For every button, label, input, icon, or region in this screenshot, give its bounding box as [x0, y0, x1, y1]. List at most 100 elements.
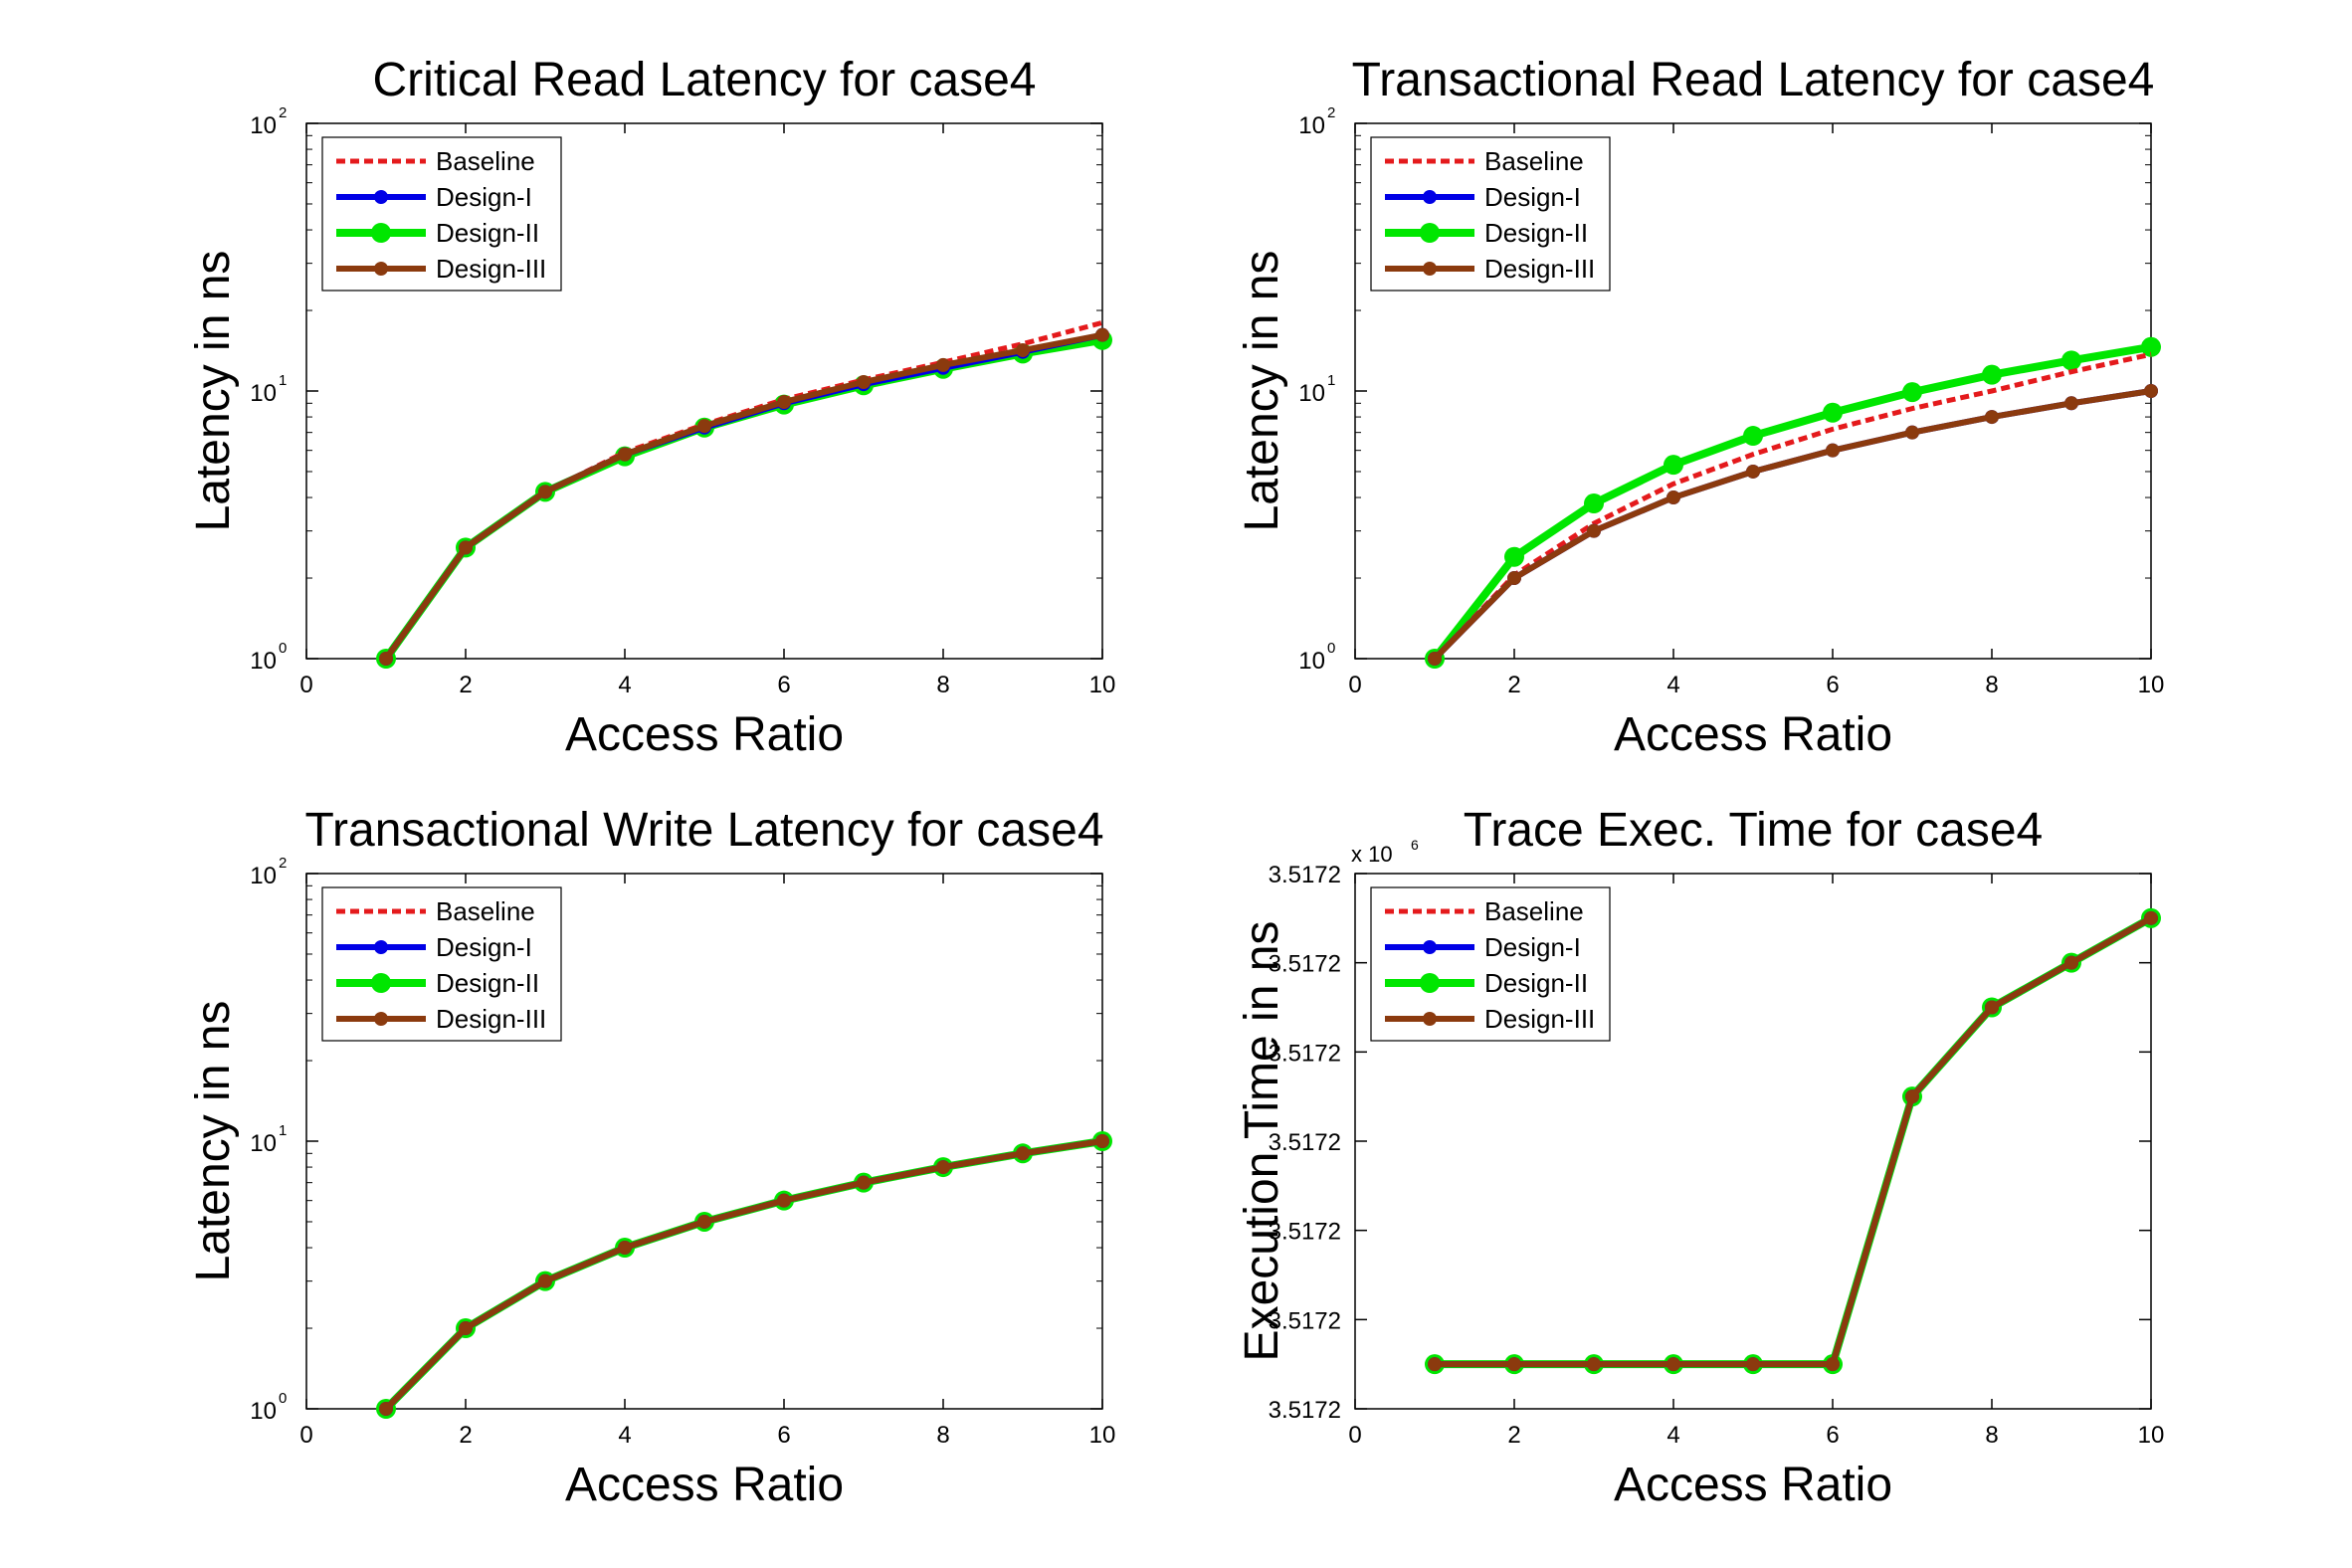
x-tick-label: 8 [1985, 672, 1998, 698]
data-point [936, 357, 950, 372]
y-tick-exponent: 0 [1327, 640, 1335, 657]
y-tick-exponent: 1 [279, 1122, 287, 1139]
y-tick-label: 3.5172 [1269, 1397, 1341, 1424]
y-tick-label: 10 [1298, 648, 1325, 675]
y-tick-label: 10 [250, 863, 277, 889]
data-point [697, 1214, 711, 1229]
data-point [1016, 343, 1030, 358]
data-point [777, 395, 791, 410]
y-tick-label: 10 [250, 112, 277, 139]
x-tick-label: 2 [1507, 1422, 1520, 1449]
legend-box [321, 136, 562, 292]
axis-multiplier: x 10 [1351, 842, 1393, 867]
data-point [1504, 546, 1524, 567]
legend-label: Design-III [1484, 254, 1595, 284]
legend: Baseline Design-I Design-II Design-III [321, 886, 562, 1042]
data-point [2061, 350, 2081, 371]
data-point [1016, 1146, 1030, 1161]
data-point [1826, 443, 1840, 458]
legend-label: Design-III [436, 254, 546, 284]
series-baseline [1433, 351, 2152, 661]
series-design-iii [1428, 384, 2158, 666]
x-tick-label: 8 [936, 672, 949, 698]
series-line [383, 1138, 1103, 1412]
x-tick-label: 4 [1666, 672, 1679, 698]
x-tick-label: 10 [2138, 672, 2165, 698]
legend-marker [1420, 223, 1440, 243]
series-line [1435, 915, 2153, 1368]
data-point [1664, 455, 1683, 476]
legend-marker [1423, 940, 1437, 954]
legend-label: Baseline [436, 896, 535, 926]
x-axis-label: Access Ratio [1614, 708, 1892, 761]
legend-label: Design-III [1484, 1004, 1595, 1034]
data-point [1746, 1357, 1760, 1372]
x-tick-label: 10 [2138, 1422, 2165, 1449]
data-point [1666, 1357, 1680, 1372]
y-tick-exponent: 2 [1327, 104, 1335, 121]
data-point [379, 1402, 393, 1416]
x-tick-label: 4 [618, 1422, 631, 1449]
x-tick-label: 0 [299, 672, 312, 698]
legend-label: Baseline [436, 146, 535, 176]
x-tick-label: 0 [1348, 1422, 1361, 1449]
x-tick-label: 8 [1985, 1422, 1998, 1449]
data-point [777, 1193, 791, 1208]
data-point [1982, 364, 2002, 385]
data-point [1507, 571, 1521, 586]
x-axis-label: Access Ratio [565, 708, 844, 761]
y-tick-label: 10 [250, 648, 277, 675]
legend: Baseline Design-I Design-II Design-III [321, 136, 562, 292]
y-tick-label: 10 [1298, 112, 1325, 139]
legend-label: Design-I [436, 932, 532, 962]
data-point [2141, 336, 2161, 357]
y-tick-label: 10 [250, 1130, 277, 1157]
data-point [1746, 464, 1760, 479]
y-tick-exponent: 0 [279, 1390, 287, 1407]
legend-marker [374, 190, 388, 204]
x-tick-label: 4 [1666, 1422, 1679, 1449]
y-tick-label: 3.5172 [1269, 1129, 1341, 1156]
series-design-ii [1425, 336, 2161, 669]
x-tick-label: 6 [777, 672, 790, 698]
data-point [2064, 396, 2078, 411]
chart-panel-4: 0 2 4 6 8 10 3.5172 3.5172 3.5172 3.5172 3.5172 3.5… [1236, 804, 2164, 1511]
y-tick-label: 10 [250, 380, 277, 407]
data-point [459, 1321, 473, 1336]
x-tick-label: 0 [299, 1422, 312, 1449]
y-tick-label: 3.5172 [1269, 862, 1341, 888]
y-tick-label: 10 [250, 1398, 277, 1425]
data-point [936, 1160, 950, 1175]
data-point [1584, 493, 1604, 514]
y-axis-label: Latency in ns [187, 251, 240, 532]
x-tick-label: 10 [1089, 1422, 1116, 1449]
legend-label: Design-II [1484, 968, 1588, 998]
series-design-iii [379, 327, 1109, 666]
data-point [1095, 1134, 1109, 1148]
series-design-iii [379, 1134, 1109, 1416]
y-tick-label: 3.5172 [1269, 1040, 1341, 1067]
legend-label: Design-II [436, 218, 539, 248]
legend: Baseline Design-I Design-II Design-III [1370, 136, 1611, 292]
legend-label: Design-I [1484, 932, 1581, 962]
legend-label: Baseline [1484, 896, 1584, 926]
y-tick-label: 10 [1298, 380, 1325, 407]
chart-title: Critical Read Latency for case4 [373, 54, 1037, 106]
data-point [618, 1241, 632, 1256]
series-design-iii [1428, 910, 2158, 1372]
legend-label: Design-II [1484, 218, 1588, 248]
y-axis-label: Latency in ns [187, 1001, 240, 1282]
legend-label: Design-I [436, 182, 532, 212]
data-point [1902, 382, 1922, 403]
legend-marker [1423, 190, 1437, 204]
data-point [538, 1274, 552, 1288]
legend-marker [371, 973, 391, 993]
x-tick-label: 8 [936, 1422, 949, 1449]
x-axis-label: Access Ratio [1614, 1459, 1892, 1511]
x-tick-label: 4 [618, 672, 631, 698]
data-point [459, 540, 473, 555]
y-tick-exponent: 1 [1327, 372, 1335, 389]
axis-multiplier-exponent: 6 [1411, 837, 1419, 853]
